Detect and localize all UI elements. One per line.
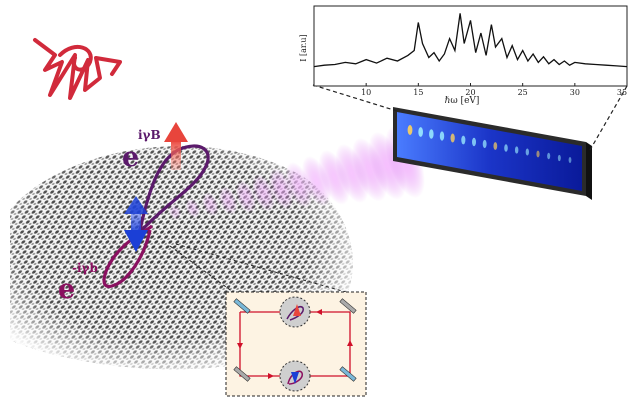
y-axis-label: I [ar.u] — [299, 34, 308, 61]
plot-frame — [313, 5, 628, 87]
beam-pulse — [235, 180, 257, 214]
zoom-line-left — [169, 245, 234, 293]
beam-pulse — [168, 204, 182, 220]
beam-pulse — [185, 198, 200, 219]
projection-line-right — [589, 85, 628, 151]
detector-spot — [568, 157, 572, 163]
x-tick-label: 15 — [413, 88, 423, 97]
detector-spot — [482, 139, 487, 149]
detector-spot — [472, 137, 476, 147]
beam-pulse — [202, 192, 219, 217]
detector-spot — [450, 133, 455, 143]
x-tick-label: 30 — [570, 88, 580, 97]
upper-phase-loop — [138, 144, 210, 234]
phase-label-upper: e — [122, 142, 139, 173]
detector-spot — [536, 150, 540, 158]
detector-spot — [461, 135, 466, 145]
interferometer-inset — [225, 291, 367, 397]
detector-spot — [407, 125, 413, 135]
detector-spot — [504, 144, 508, 152]
series-line — [313, 13, 628, 68]
arrow-up-icon — [164, 122, 188, 170]
detector-spot — [493, 142, 498, 150]
spectrum-chart: 10 15 20 25 30 35 I [ar.u] ℏω [eV] — [299, 5, 628, 106]
detector-spot — [418, 127, 423, 137]
phase-label-lower: e — [58, 274, 75, 305]
detector-screen — [393, 107, 592, 200]
x-axis-label: ℏω [eV] — [445, 96, 480, 106]
sample-upper — [279, 296, 311, 328]
detector-spot — [514, 146, 519, 154]
beam-pulse — [351, 137, 388, 202]
detector-spot — [439, 131, 445, 141]
x-tick-label: 10 — [361, 88, 371, 97]
detector-spot — [525, 148, 529, 156]
detector-spot — [547, 152, 551, 160]
phase-exponent-upper: iγB — [138, 128, 161, 142]
phase-exponent-lower: -iγb — [72, 261, 98, 275]
laser-icon — [33, 38, 122, 100]
arrow-down-icon — [124, 196, 148, 252]
projection-line-left — [312, 84, 398, 112]
beam-pulse — [335, 143, 369, 204]
detector-spot — [429, 129, 434, 139]
beam-pulse — [368, 131, 407, 200]
beam-pulse — [218, 186, 238, 215]
x-tick-label: 35 — [617, 88, 627, 97]
detector-spot — [557, 154, 561, 162]
sample-lower — [279, 360, 311, 392]
x-tick-label: 25 — [518, 88, 528, 97]
mirror-icon — [233, 298, 357, 382]
x-tick-label: 20 — [465, 88, 475, 97]
zoom-line-right — [175, 243, 361, 297]
